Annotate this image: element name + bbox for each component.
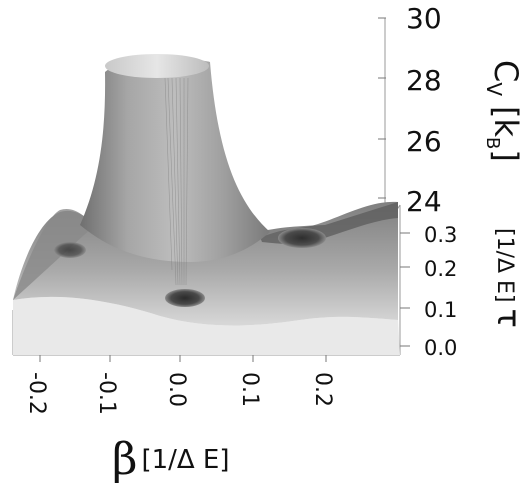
y-axis-label: [1/Δ E] τ <box>490 228 528 328</box>
z-axis: 30 28 26 24 CV [kB] <box>378 2 525 218</box>
z-label-unit-sub: B <box>482 137 503 149</box>
z-tick-label: 24 <box>406 185 442 218</box>
x-label-symbol: β <box>112 434 137 485</box>
surface-front-wall <box>13 296 400 355</box>
z-label-subscript: V <box>482 82 506 96</box>
z-label-symbol: C <box>487 60 525 82</box>
x-tick-label: -0.2 <box>24 372 49 415</box>
surface-peak <box>80 59 270 263</box>
x-label-unit: [1/Δ E] <box>141 445 229 475</box>
x-tick-label: 0.1 <box>237 372 262 407</box>
x-axis-label: β [1/Δ E] <box>112 434 230 485</box>
y-tick-label: 0.2 <box>424 257 457 281</box>
y-axis: 0.3 0.2 0.1 0.0 [1/Δ E] τ <box>400 223 528 360</box>
z-tick-label: 26 <box>406 125 442 158</box>
x-tick-label: 0.0 <box>164 372 189 407</box>
x-axis: -0.2 -0.1 0.0 0.1 0.2 β [1/Δ E] <box>24 355 335 485</box>
svg-text:[1/Δ E]τ: [1/Δ E] τ <box>490 228 528 328</box>
y-tick-label: 0.1 <box>424 298 457 322</box>
surface-streaks <box>164 77 189 286</box>
surface-dip-right <box>278 228 326 248</box>
surface <box>13 54 400 355</box>
surface-dip-left <box>54 242 86 258</box>
surface-left-ridge <box>13 208 92 300</box>
x-tick-label: -0.1 <box>94 372 119 415</box>
y-tick-label: 0.0 <box>424 336 457 360</box>
y-label-unit: [1/Δ E] <box>492 228 517 303</box>
z-tick-label: 28 <box>406 64 442 97</box>
y-label-symbol: τ <box>490 309 528 328</box>
z-axis-label: CV [kB] <box>482 60 525 162</box>
z-label-unit-suffix: ] <box>487 149 525 161</box>
x-tick-label: 0.2 <box>310 372 335 407</box>
y-tick-label: 0.3 <box>424 223 457 247</box>
svg-text:CV[kB]: CV [kB] <box>482 60 525 162</box>
surface-dip-center <box>165 289 205 307</box>
surface-plateau <box>105 54 209 78</box>
z-tick-label: 30 <box>406 2 442 35</box>
z-label-unit-prefix: [k <box>487 106 525 137</box>
